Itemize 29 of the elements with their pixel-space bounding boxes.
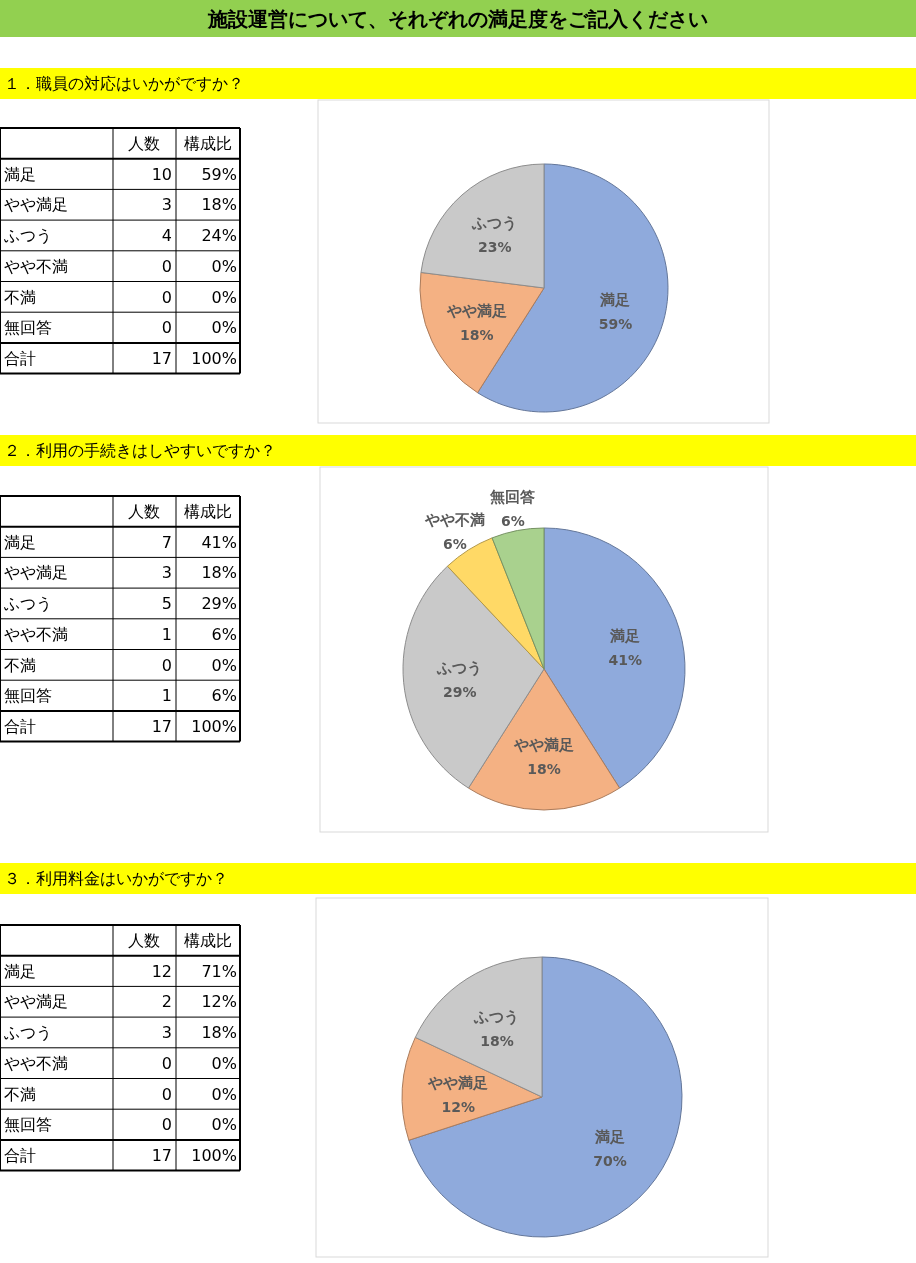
- text: １．職員の対応はいかがですか？: [4, 74, 244, 93]
- slice-label: 無回答: [489, 487, 536, 506]
- slice-label: やや満足: [445, 301, 507, 320]
- slice-label: やや満足: [427, 1073, 489, 1092]
- data-label: 18%: [527, 760, 561, 777]
- slice-label: 満足: [599, 290, 631, 309]
- slice-label: ふつう: [473, 1008, 520, 1027]
- text: ２．利用の手続きはしやすいですか？: [4, 441, 276, 460]
- table: 人数 構成比 満足 7 41% やや満足 3 18% ふつう 5 29% やや不満 1 6% 不満 0 0% 無回答 1 6% 合計 17 100%: [0, 495, 241, 743]
- data-label: 41%: [608, 652, 642, 669]
- data-label: 12%: [441, 1098, 475, 1115]
- data-label: 59%: [598, 315, 633, 332]
- table: 人数 構成比 満足 12 71% やや満足 2 12% ふつう 3 18% やや不満 0 0% 不満 0 0% 無回答 0 0% 合計 17 100%: [0, 924, 241, 1172]
- text: ３．利用料金はいかがですか？: [4, 869, 228, 888]
- slice-label: やや満足: [513, 735, 574, 754]
- slice-label: 満足: [593, 1128, 625, 1147]
- data-label: 29%: [443, 683, 477, 700]
- chart-title: 施設運営について、それぞれの満足度をご記入ください: [207, 7, 708, 31]
- data-label: 23%: [478, 239, 512, 256]
- data-label: 70%: [593, 1153, 627, 1170]
- data-label: 18%: [459, 326, 494, 343]
- data-label: 6%: [500, 512, 525, 529]
- data-label: 18%: [480, 1033, 514, 1050]
- slice-label: ふつう: [471, 214, 518, 233]
- table: 人数 構成比 満足 10 59% やや満足 3 18% ふつう 4 24% やや不満 0 0% 不満 0 0% 無回答 0 0% 合計 17 100%: [0, 127, 241, 375]
- data-label: 6%: [442, 535, 467, 552]
- slice-label: やや不満: [423, 510, 485, 529]
- slice-label: ふつう: [436, 658, 483, 677]
- slice-label: 満足: [609, 627, 641, 646]
